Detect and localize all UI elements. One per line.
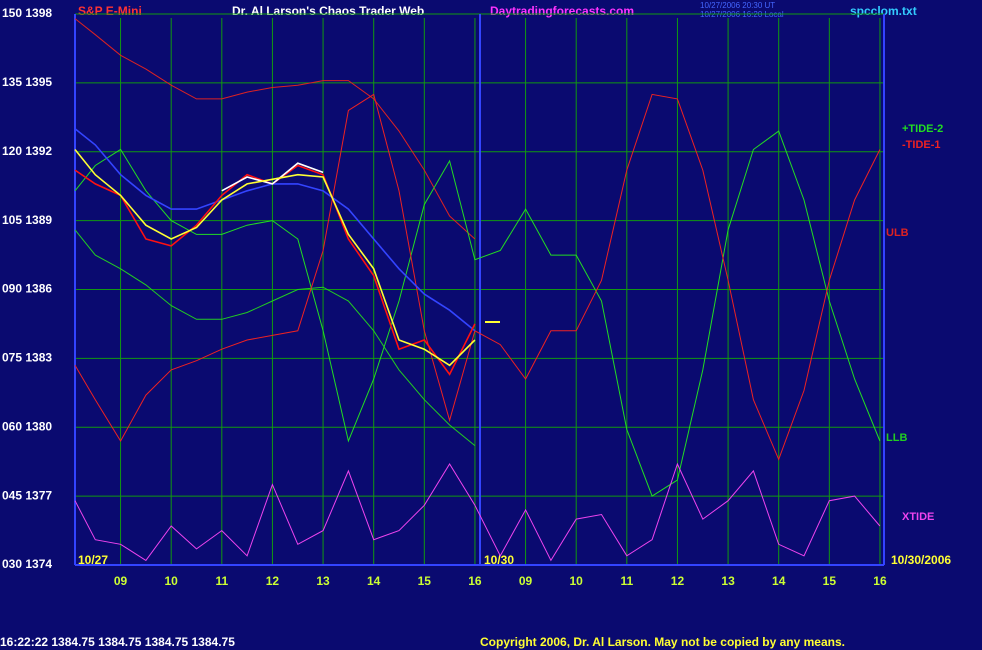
x-tick-label: 16 xyxy=(873,574,887,588)
series-line xyxy=(74,130,881,497)
series-line xyxy=(74,229,476,446)
x-tick-label: 11 xyxy=(620,574,633,588)
x-tick-label: 14 xyxy=(367,574,381,588)
x-tick-label: 15 xyxy=(823,574,837,588)
legend-label: +TIDE-2 xyxy=(902,123,943,135)
series-line xyxy=(74,18,476,240)
y-tick-label: 060 1380 xyxy=(2,419,52,433)
stamp: 10/27/2006 16:20 Local xyxy=(700,10,784,19)
date-label: 10/30 xyxy=(484,553,514,567)
series-line xyxy=(221,162,324,192)
y-tick-label: 150 1398 xyxy=(2,6,52,20)
date-label: 10/30/2006 xyxy=(891,553,951,567)
x-tick-label: 10 xyxy=(570,574,584,588)
date-label: 10/27 xyxy=(78,553,108,567)
y-tick-label: 045 1377 xyxy=(2,488,52,502)
y-tick-label: 075 1383 xyxy=(2,351,52,365)
site: Daytradingforecasts.com xyxy=(490,4,634,18)
x-tick-label: 15 xyxy=(418,574,432,588)
legend-label: XTIDE xyxy=(902,511,934,523)
series-line xyxy=(74,148,476,367)
quote: 16:22:22 1384.75 1384.75 1384.75 1384.75 xyxy=(0,635,235,649)
x-tick-label: 10 xyxy=(165,574,179,588)
x-tick-label: 14 xyxy=(772,574,786,588)
y-tick-label: 105 1389 xyxy=(2,213,52,227)
y-tick-label: 030 1374 xyxy=(2,557,52,571)
x-tick-label: 12 xyxy=(266,574,280,588)
x-tick-label: 11 xyxy=(215,574,228,588)
y-tick-label: 120 1392 xyxy=(2,144,52,158)
copyright: Copyright 2006, Dr. Al Larson. May not b… xyxy=(480,635,845,649)
x-tick-label: 16 xyxy=(468,574,482,588)
x-tick-label: 09 xyxy=(114,574,128,588)
y-tick-label: 135 1395 xyxy=(2,75,52,89)
y-tick-label: 090 1386 xyxy=(2,282,52,296)
x-tick-label: 13 xyxy=(721,574,735,588)
file-name: spcclom.txt xyxy=(850,4,917,18)
legend-label: LLB xyxy=(886,432,907,444)
x-tick-label: 12 xyxy=(671,574,685,588)
x-tick-label: 13 xyxy=(316,574,330,588)
legend-label: -TIDE-1 xyxy=(902,139,941,151)
x-tick-label: 09 xyxy=(519,574,533,588)
series-line xyxy=(74,462,881,562)
legend-label: ULB xyxy=(886,227,909,239)
stamp: 10/27/2006 20:30 UT xyxy=(700,1,775,10)
symbol: S&P E-Mini xyxy=(78,4,142,18)
chart-title: Dr. Al Larson's Chaos Trader Web xyxy=(232,4,424,18)
